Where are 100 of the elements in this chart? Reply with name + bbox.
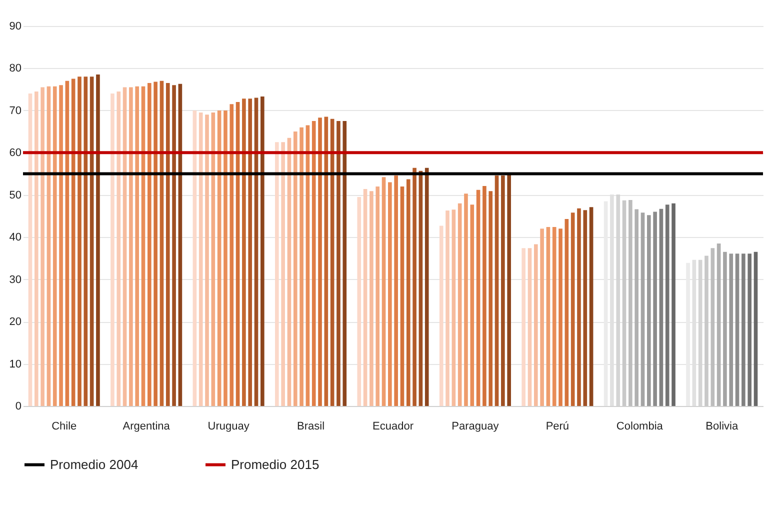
bar <box>248 98 252 406</box>
bar <box>488 191 493 406</box>
bar <box>646 215 651 406</box>
bar <box>324 116 328 406</box>
x-tick-label: Argentina <box>122 420 171 432</box>
bar <box>260 96 264 406</box>
bar <box>318 118 322 406</box>
bar <box>412 168 416 406</box>
bar <box>742 254 746 406</box>
bar <box>470 204 474 406</box>
bar <box>754 252 758 406</box>
bar <box>84 76 88 406</box>
bar <box>640 212 645 406</box>
bar <box>729 254 734 406</box>
bar <box>52 86 57 406</box>
bar <box>342 121 347 406</box>
bar <box>242 98 246 406</box>
bar <box>198 112 203 406</box>
y-tick-label: 40 <box>9 232 22 244</box>
bar <box>446 210 450 406</box>
bar <box>570 212 575 406</box>
bar <box>293 132 298 406</box>
bar <box>716 243 721 406</box>
legend-label: Promedio 2004 <box>50 456 138 472</box>
bar <box>110 94 114 406</box>
bar <box>494 175 499 406</box>
bar <box>534 244 538 406</box>
bar <box>482 186 486 406</box>
x-tick-label: Brasil <box>297 420 325 432</box>
bar <box>217 110 222 406</box>
y-tick-label: 70 <box>9 104 22 117</box>
y-tick-label: 60 <box>9 147 22 160</box>
bar <box>236 102 240 406</box>
bar <box>224 110 228 406</box>
x-tick-label: Chile <box>52 420 77 432</box>
bar <box>306 125 310 406</box>
bar <box>388 182 392 406</box>
bar <box>116 91 121 406</box>
bar <box>710 248 715 406</box>
bar <box>464 194 468 406</box>
bar <box>90 76 94 406</box>
bar <box>748 254 752 406</box>
bar <box>330 118 334 406</box>
legend-label: Promedio 2015 <box>231 456 320 472</box>
bar <box>166 83 170 406</box>
bar <box>552 226 556 406</box>
bar <box>400 186 404 406</box>
bar <box>357 197 362 406</box>
bar <box>424 168 429 406</box>
x-tick-label: Uruguay <box>208 420 250 432</box>
bar <box>418 170 423 406</box>
bar <box>546 226 550 406</box>
bar <box>672 203 676 406</box>
bar <box>172 85 176 406</box>
bar <box>452 210 456 406</box>
bar <box>275 142 279 406</box>
bar <box>34 91 38 406</box>
bar <box>287 138 292 406</box>
bar <box>522 248 526 406</box>
bar <box>122 87 127 406</box>
bar <box>211 112 216 406</box>
bar <box>589 207 594 406</box>
bar <box>501 175 505 406</box>
bar <box>254 98 258 406</box>
bar <box>665 204 670 406</box>
bar <box>178 84 182 406</box>
bar <box>148 83 152 406</box>
bar <box>540 228 544 406</box>
bar <box>154 82 158 406</box>
bar <box>40 87 44 406</box>
bar <box>558 228 562 406</box>
x-tick-label: Colombia <box>616 420 664 432</box>
bar <box>376 186 380 406</box>
bar <box>628 200 632 406</box>
bar <box>653 212 657 406</box>
bar <box>160 80 164 406</box>
bar <box>370 191 374 406</box>
bar <box>476 190 480 406</box>
y-tick-label: 0 <box>15 400 22 412</box>
x-tick-label: Ecuador <box>372 420 414 432</box>
bar <box>205 114 209 406</box>
bar <box>28 94 32 406</box>
bar <box>129 87 133 406</box>
x-tick-label: Perú <box>546 420 570 432</box>
bar <box>439 226 444 406</box>
bar <box>564 218 569 406</box>
bar <box>336 121 340 406</box>
bar <box>71 78 76 406</box>
y-tick-label: 80 <box>9 62 22 75</box>
bar <box>634 209 638 406</box>
bar <box>78 76 82 406</box>
bar <box>577 208 581 406</box>
bar <box>141 86 146 406</box>
bar <box>192 110 197 406</box>
bar <box>458 203 462 406</box>
bar <box>59 85 63 406</box>
bar <box>281 142 285 406</box>
bar <box>312 121 316 406</box>
bar <box>300 127 304 406</box>
bar <box>135 86 140 406</box>
